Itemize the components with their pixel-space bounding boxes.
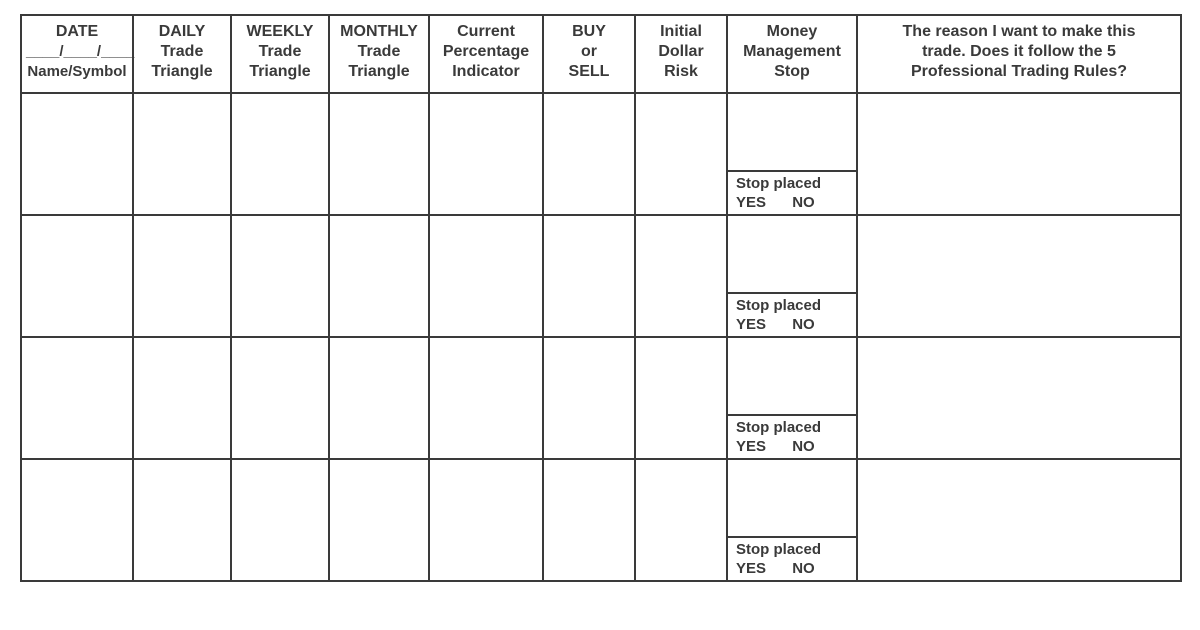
- cell-bs[interactable]: [543, 215, 635, 337]
- header-text: Management: [743, 43, 841, 60]
- cell-weekly[interactable]: [231, 337, 329, 459]
- stop-placed-box: Stop placed YES NO: [728, 536, 856, 580]
- col-header-mms: Money Management Stop: [727, 15, 857, 93]
- col-header-buy-sell: BUY or SELL: [543, 15, 635, 93]
- cell-monthly[interactable]: [329, 459, 429, 581]
- stop-no-option[interactable]: NO: [792, 194, 815, 213]
- col-header-weekly: WEEKLY Trade Triangle: [231, 15, 329, 93]
- cell-reason[interactable]: [857, 337, 1181, 459]
- table-row: Stop placed YES NO: [21, 215, 1181, 337]
- header-text: Name/Symbol: [26, 63, 128, 82]
- header-text: Money: [767, 23, 818, 40]
- cell-weekly[interactable]: [231, 215, 329, 337]
- cell-cpi[interactable]: [429, 93, 543, 215]
- header-text: Current: [457, 23, 515, 40]
- col-header-monthly: MONTHLY Trade Triangle: [329, 15, 429, 93]
- header-text: MONTHLY: [340, 23, 418, 40]
- header-text: Triangle: [348, 63, 409, 80]
- col-header-daily: DAILY Trade Triangle: [133, 15, 231, 93]
- cell-cpi[interactable]: [429, 337, 543, 459]
- stop-yes-option[interactable]: YES: [736, 316, 766, 333]
- header-text: Professional Trading Rules?: [911, 63, 1127, 80]
- cell-reason[interactable]: [857, 215, 1181, 337]
- stop-placed-label: Stop placed: [736, 297, 821, 314]
- stop-yes-option[interactable]: YES: [736, 194, 766, 211]
- header-text: Triangle: [151, 63, 212, 80]
- header-text: trade. Does it follow the 5: [922, 43, 1116, 60]
- stop-placed-box: Stop placed YES NO: [728, 414, 856, 458]
- cell-mms[interactable]: Stop placed YES NO: [727, 93, 857, 215]
- stop-no-option[interactable]: NO: [792, 438, 815, 457]
- cell-bs[interactable]: [543, 459, 635, 581]
- header-text: BUY: [572, 23, 606, 40]
- cell-daily[interactable]: [133, 93, 231, 215]
- cell-daily[interactable]: [133, 337, 231, 459]
- header-text: or: [581, 43, 597, 60]
- cell-cpi[interactable]: [429, 459, 543, 581]
- cell-weekly[interactable]: [231, 93, 329, 215]
- cell-mms[interactable]: Stop placed YES NO: [727, 215, 857, 337]
- table-row: Stop placed YES NO: [21, 459, 1181, 581]
- cell-bs[interactable]: [543, 337, 635, 459]
- cell-reason[interactable]: [857, 93, 1181, 215]
- col-header-reason: The reason I want to make this trade. Do…: [857, 15, 1181, 93]
- cell-daily[interactable]: [133, 215, 231, 337]
- cell-bs[interactable]: [543, 93, 635, 215]
- header-text: DAILY: [159, 23, 206, 40]
- cell-reason[interactable]: [857, 459, 1181, 581]
- stop-placed-label: Stop placed: [736, 419, 821, 436]
- cell-date[interactable]: [21, 93, 133, 215]
- header-text: The reason I want to make this: [903, 23, 1136, 40]
- header-text: DATE: [26, 22, 128, 42]
- cell-risk[interactable]: [635, 215, 727, 337]
- stop-yes-option[interactable]: YES: [736, 560, 766, 577]
- date-blanks: ____/____/____: [26, 44, 128, 61]
- header-text: SELL: [569, 63, 610, 80]
- header-text: Stop: [774, 63, 810, 80]
- header-row: DATE ____/____/____ Name/Symbol DAILY Tr…: [21, 15, 1181, 93]
- col-header-date: DATE ____/____/____ Name/Symbol: [21, 15, 133, 93]
- stop-placed-box: Stop placed YES NO: [728, 292, 856, 336]
- header-text: Trade: [259, 43, 302, 60]
- stop-yes-option[interactable]: YES: [736, 438, 766, 455]
- stop-placed-label: Stop placed: [736, 175, 821, 192]
- header-text: Dollar: [658, 43, 703, 60]
- cell-date[interactable]: [21, 215, 133, 337]
- cell-monthly[interactable]: [329, 337, 429, 459]
- header-text: Percentage: [443, 43, 529, 60]
- table-row: Stop placed YES NO: [21, 337, 1181, 459]
- header-text: Initial: [660, 23, 702, 40]
- header-text: Indicator: [452, 63, 520, 80]
- cell-monthly[interactable]: [329, 93, 429, 215]
- stop-no-option[interactable]: NO: [792, 316, 815, 335]
- col-header-risk: Initial Dollar Risk: [635, 15, 727, 93]
- cell-mms[interactable]: Stop placed YES NO: [727, 337, 857, 459]
- trading-journal-table: DATE ____/____/____ Name/Symbol DAILY Tr…: [20, 14, 1182, 582]
- cell-risk[interactable]: [635, 459, 727, 581]
- table-row: Stop placed YES NO: [21, 93, 1181, 215]
- header-text: Triangle: [249, 63, 310, 80]
- header-text: Risk: [664, 63, 698, 80]
- col-header-cpi: Current Percentage Indicator: [429, 15, 543, 93]
- cell-monthly[interactable]: [329, 215, 429, 337]
- stop-placed-box: Stop placed YES NO: [728, 170, 856, 214]
- cell-date[interactable]: [21, 459, 133, 581]
- stop-placed-label: Stop placed: [736, 541, 821, 558]
- stop-no-option[interactable]: NO: [792, 560, 815, 579]
- cell-date[interactable]: [21, 337, 133, 459]
- header-text: Trade: [358, 43, 401, 60]
- cell-daily[interactable]: [133, 459, 231, 581]
- cell-weekly[interactable]: [231, 459, 329, 581]
- cell-risk[interactable]: [635, 337, 727, 459]
- cell-risk[interactable]: [635, 93, 727, 215]
- header-text: Trade: [161, 43, 204, 60]
- cell-mms[interactable]: Stop placed YES NO: [727, 459, 857, 581]
- header-text: WEEKLY: [247, 23, 314, 40]
- cell-cpi[interactable]: [429, 215, 543, 337]
